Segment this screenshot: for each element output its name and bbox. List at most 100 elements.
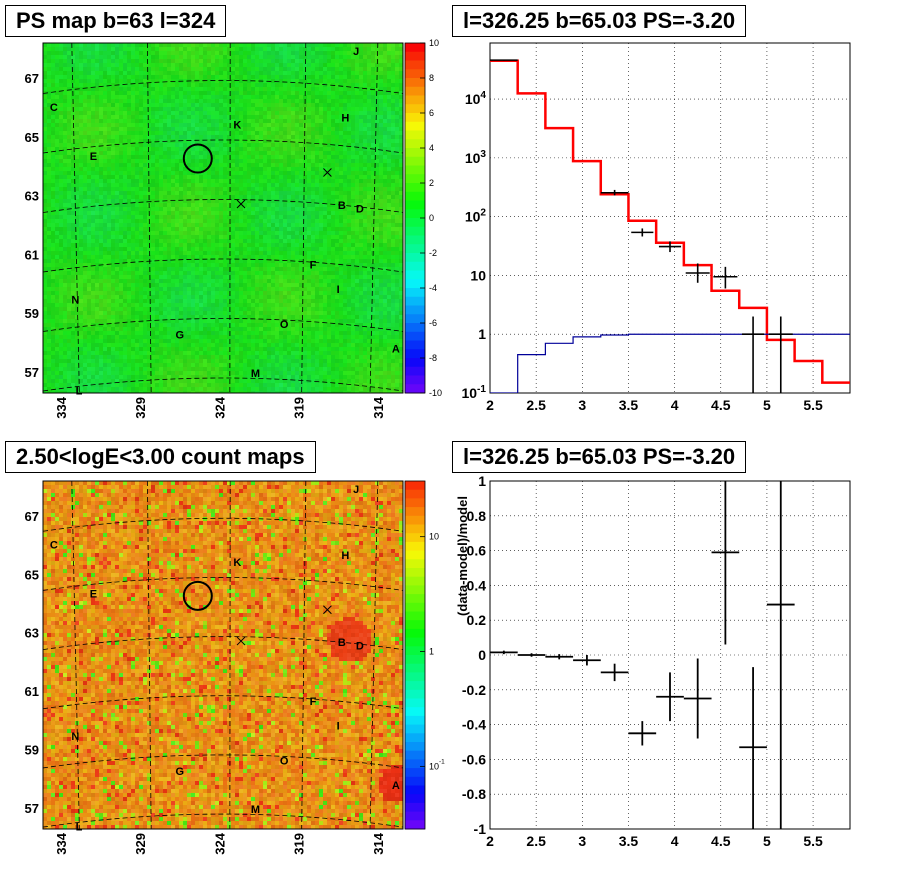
x-tick-label: 324	[212, 832, 227, 854]
ps-candidate-circle	[182, 580, 213, 611]
colorbar-tick-label: -2	[429, 248, 437, 258]
residual-point-3	[545, 654, 574, 660]
source-label-D: D	[356, 204, 364, 216]
x-tick-label: 3.5	[619, 397, 639, 413]
residual-title: l=326.25 b=65.03 PS=-3.20	[452, 441, 747, 473]
residual-point-6	[628, 721, 657, 746]
source-label-C: C	[50, 102, 58, 114]
source-label-H: H	[341, 550, 349, 562]
colorbar-tick-label: 8	[429, 73, 434, 83]
data-point-4	[658, 241, 682, 253]
y-tick-label: 65	[25, 567, 39, 582]
y-tick-label: 0.8	[467, 508, 487, 524]
source-label-J: J	[353, 484, 359, 496]
residual-point-5	[600, 663, 629, 682]
y-tick-label: 57	[25, 801, 39, 816]
residual-point-4	[573, 655, 601, 666]
ps-candidate-circle	[182, 143, 213, 174]
x-tick-label: 329	[133, 833, 148, 855]
residual-point-1	[490, 650, 518, 655]
data-point-6	[713, 266, 738, 289]
colorbar: 10 1 10-1	[404, 480, 445, 830]
x-tick-label: 4.5	[711, 397, 731, 413]
source-label-B: B	[338, 200, 346, 212]
x-tick-label: 319	[292, 397, 307, 419]
x-tick-label: 324	[212, 396, 227, 418]
source-label-A: A	[392, 780, 400, 792]
background-histogram	[490, 333, 850, 393]
y-tick-label: 59	[25, 306, 39, 321]
source-label-E: E	[90, 151, 97, 163]
source-label-L: L	[76, 822, 83, 834]
colorbar-tick-label: 1	[429, 647, 434, 657]
y-tick-label: 0	[478, 647, 486, 663]
residual-grid	[489, 480, 850, 830]
y-tick-label: 0.4	[467, 577, 487, 593]
data-point-8	[768, 316, 793, 393]
x-tick-label: 2	[486, 397, 494, 413]
y-tick-label: 1	[478, 326, 486, 342]
ps-map-panel: J C H K E B D F I N O G A M L 67 65 63 61 59 57 334 329 324 319 3…	[25, 38, 442, 419]
residual-point-8	[683, 658, 712, 739]
colorbar-tick-label: 0	[429, 213, 434, 223]
colorbar-tick-label: -10	[429, 388, 442, 398]
y-tick-label: 0.6	[467, 543, 487, 559]
x-tick-label: 3.5	[619, 833, 639, 849]
colorbar-tick-label: -4	[429, 283, 437, 293]
ps-map-title: PS map b=63 l=324	[5, 5, 227, 37]
source-label-F: F	[310, 260, 317, 272]
x-tick-label: 319	[292, 833, 307, 855]
source-label-J: J	[353, 46, 359, 58]
source-label-D: D	[356, 641, 364, 653]
data-point-5	[685, 263, 710, 283]
data-point-3	[631, 228, 654, 237]
residual-point-9	[711, 481, 740, 645]
heatmap-cells	[43, 481, 403, 829]
source-x-marker-1	[236, 636, 246, 646]
colorbar: 10 8 6 4 2 0 -2 -4 -6 -8 -10	[404, 38, 442, 398]
x-tick-label: 4	[671, 397, 679, 413]
y-tick-label: 104	[465, 90, 487, 107]
colorbar-tick-label: 4	[429, 143, 434, 153]
residual-point-2	[517, 653, 546, 657]
source-label-M: M	[251, 804, 260, 816]
source-label-C: C	[50, 540, 58, 552]
colorbar-tick-label: -6	[429, 318, 437, 328]
source-label-L: L	[76, 386, 83, 398]
y-tick-label: 10	[470, 267, 486, 283]
count-map-panel: J C H K E B D F I N O G A M L 67 65 63 61 59 57 334 329 324 319 3…	[25, 480, 445, 855]
map-frame	[42, 42, 404, 394]
x-tick-label: 2.5	[526, 833, 546, 849]
y-tick-label: -0.2	[462, 682, 486, 698]
x-tick-label: 4	[671, 833, 679, 849]
y-tick-label: 61	[25, 684, 39, 699]
source-label-K: K	[233, 557, 241, 569]
source-label-N: N	[71, 731, 79, 743]
y-tick-label: 1	[478, 473, 486, 489]
source-label-G: G	[176, 330, 185, 342]
y-tick-label: 63	[25, 626, 39, 641]
x-tick-label: 2	[486, 833, 494, 849]
residual-panel: 2 2.5 3 3.5 4 4.5 5 5.5 1 0.8 0.6 0.4 0.2 0 -0.2 -0.4 -0…	[455, 473, 851, 849]
heatmap-cells	[43, 43, 403, 393]
x-tick-label: 334	[54, 832, 69, 854]
y-tick-label: 59	[25, 743, 39, 758]
y-tick-label: 10-1	[461, 384, 486, 401]
y-axis-title: (data-model)/model	[455, 496, 470, 616]
source-x-marker-2	[323, 605, 332, 615]
y-tick-label: -0.6	[462, 751, 486, 767]
colorbar-tick-label: 6	[429, 108, 434, 118]
source-label-H: H	[341, 113, 349, 125]
residual-plot	[490, 481, 795, 829]
colorbar-tick-label: -8	[429, 353, 437, 363]
colorbar-tick-label: 2	[429, 178, 434, 188]
y-tick-label: 0.2	[467, 612, 487, 628]
x-tick-label: 314	[371, 396, 386, 418]
source-label-K: K	[233, 120, 241, 132]
spectrum-plot	[490, 59, 850, 393]
data-point-7	[742, 316, 765, 393]
spectrum-panel: 2 2.5 3 3.5 4 4.5 5 5.5 10-1 1 10 102 103 104	[461, 42, 851, 413]
x-tick-label: 3	[578, 397, 586, 413]
y-tick-label: 102	[465, 208, 487, 225]
